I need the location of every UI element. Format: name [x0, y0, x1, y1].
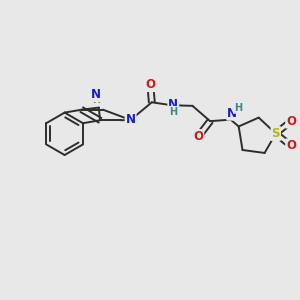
Text: N: N: [227, 107, 237, 120]
Text: O: O: [286, 115, 296, 128]
Text: N: N: [168, 98, 178, 111]
Text: H: H: [234, 103, 242, 113]
Text: S: S: [272, 127, 280, 140]
Text: O: O: [145, 78, 155, 91]
Text: O: O: [286, 140, 296, 152]
Text: O: O: [193, 130, 203, 143]
Text: H: H: [169, 107, 177, 117]
Text: N: N: [126, 113, 136, 127]
Text: H: H: [92, 95, 100, 105]
Text: N: N: [91, 88, 101, 101]
